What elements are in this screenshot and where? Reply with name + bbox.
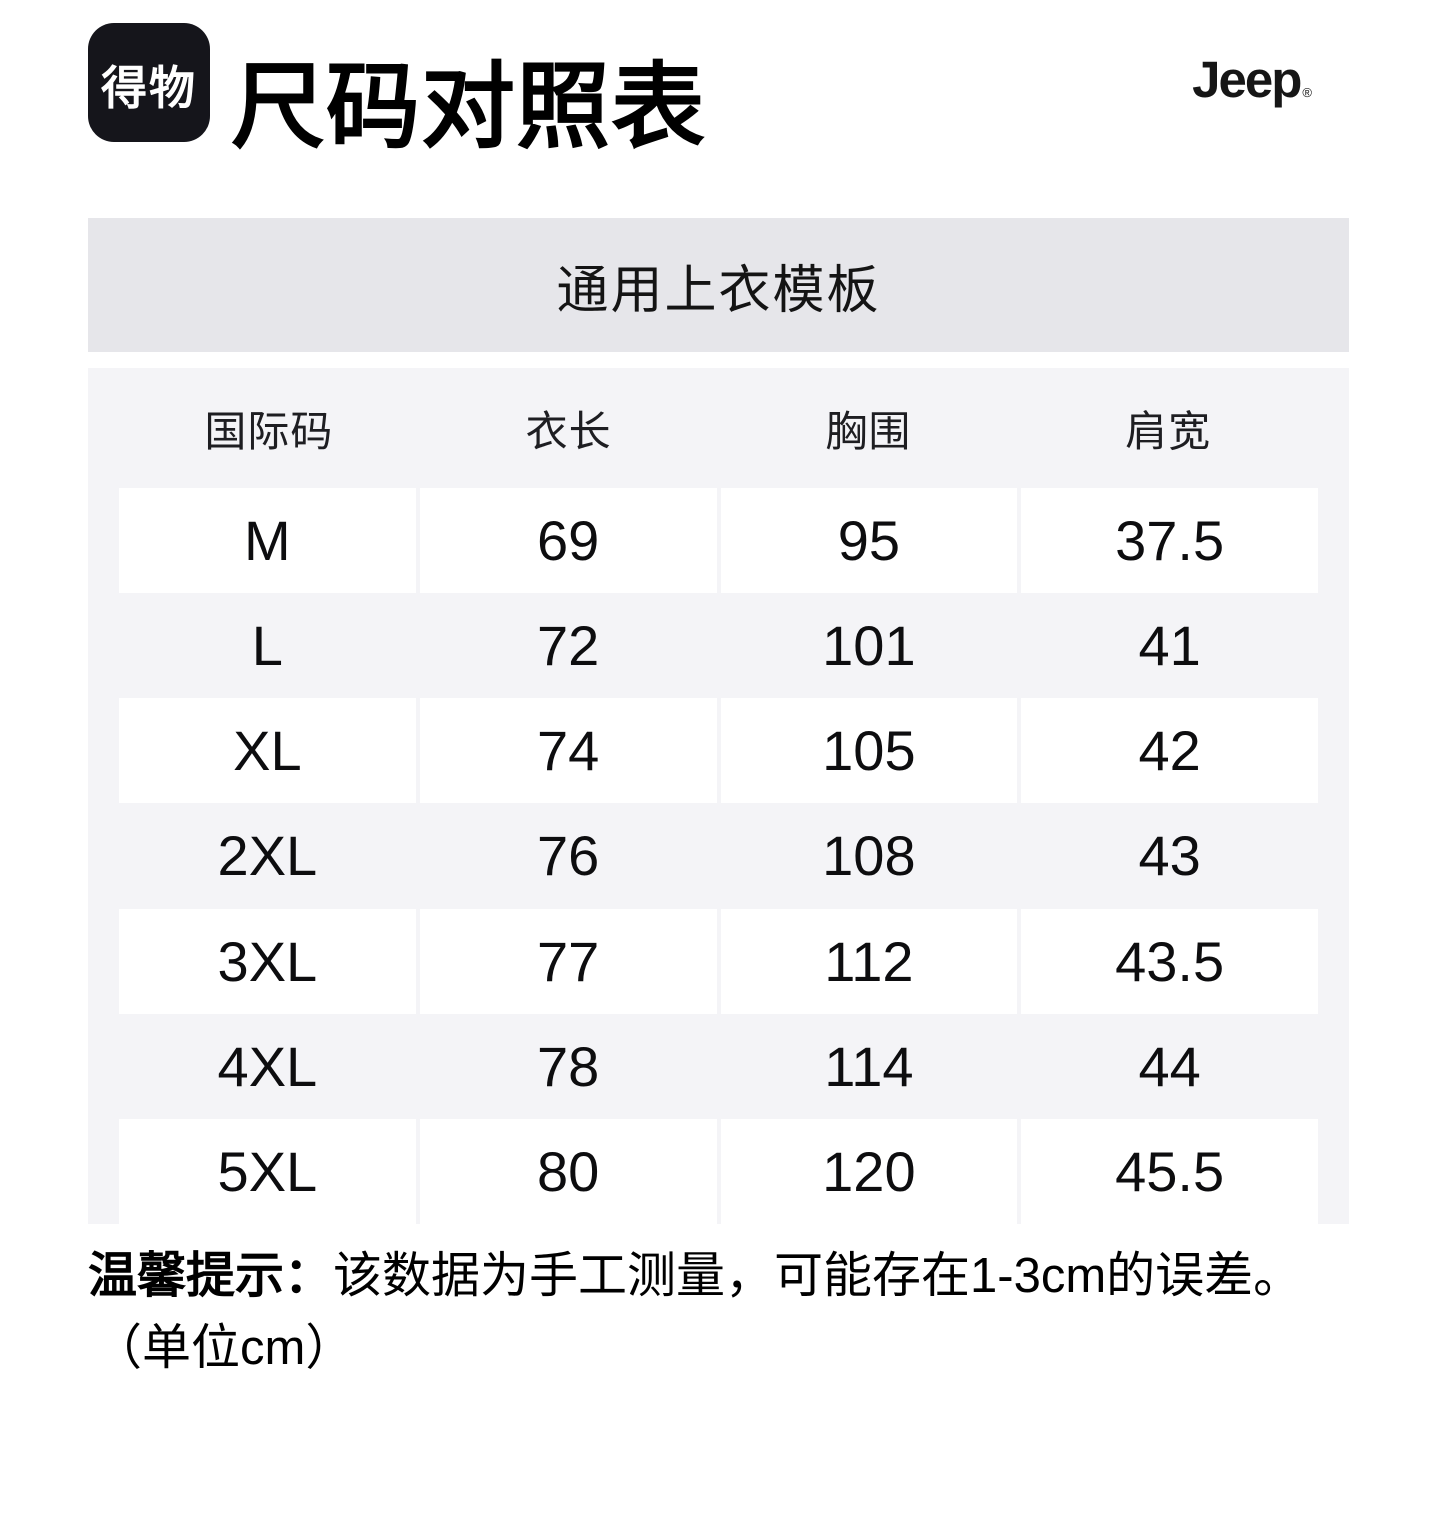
column-header-chest: 胸围 [825, 407, 912, 455]
size-cell: 3XL [119, 908, 416, 1014]
chest-cell: 105 [720, 698, 1018, 804]
shoulder-cell: 44 [1138, 1034, 1201, 1098]
table-row: 2XL 76 108 43 [119, 803, 1318, 908]
jeep-logo: Jeep ® [1192, 54, 1312, 117]
page-title: 尺码对照表 [231, 54, 707, 159]
chest-cell: 114 [824, 1034, 914, 1098]
shoulder-cell: 43 [1138, 824, 1201, 888]
dewu-logo: 得物 [88, 23, 210, 142]
size-cell: 4XL [217, 1034, 318, 1098]
table-row: M 69 95 37.5 [119, 488, 1318, 594]
shoulder-cell: 41 [1138, 614, 1201, 678]
footnote-text: 该数据为手工测量，可能存在1-3cm的误差。 [333, 1249, 1303, 1303]
size-cell: XL [119, 698, 416, 804]
shoulder-cell: 37.5 [1021, 488, 1318, 594]
chest-cell: 95 [720, 488, 1018, 594]
length-cell: 76 [536, 824, 600, 888]
column-header-length: 衣长 [525, 407, 612, 455]
length-cell: 72 [536, 614, 600, 678]
length-cell: 77 [419, 908, 717, 1014]
length-cell: 69 [419, 488, 717, 594]
chest-cell: 101 [822, 614, 916, 678]
footnote: 温馨提示：该数据为手工测量，可能存在1-3cm的误差。 [88, 1246, 1302, 1306]
length-cell: 78 [536, 1034, 600, 1098]
size-cell: M [119, 488, 416, 594]
length-cell: 80 [419, 1118, 717, 1224]
size-table: 国际码 衣长 胸围 肩宽 M 69 95 37.5 L 72 101 41 XL… [88, 368, 1349, 1224]
table-row: 4XL 78 114 44 [119, 1014, 1318, 1119]
column-header-size: 国际码 [204, 407, 334, 455]
chest-cell: 108 [822, 824, 916, 888]
template-banner: 通用上衣模板 [88, 218, 1349, 352]
size-table-header-row: 国际码 衣长 胸围 肩宽 [119, 368, 1318, 488]
shoulder-cell: 42 [1021, 698, 1318, 804]
footnote-unit: （单位cm） [93, 1321, 355, 1375]
chest-cell: 112 [720, 908, 1018, 1014]
column-header-shoulder: 肩宽 [1125, 407, 1212, 455]
chest-cell: 120 [720, 1118, 1018, 1224]
size-cell: 2XL [217, 824, 318, 888]
shoulder-cell: 45.5 [1021, 1118, 1318, 1224]
shoulder-cell: 43.5 [1021, 908, 1318, 1014]
dewu-logo-text: 得物 [101, 61, 197, 114]
length-cell: 74 [419, 698, 717, 804]
template-banner-title: 通用上衣模板 [556, 261, 881, 320]
table-row: 3XL 77 112 43.5 [119, 908, 1318, 1014]
table-row: XL 74 105 42 [119, 698, 1318, 804]
registered-trademark-icon: ® [1302, 85, 1312, 100]
size-cell: 5XL [119, 1118, 416, 1224]
size-cell: L [251, 614, 283, 678]
footnote-label: 温馨提示： [88, 1249, 334, 1303]
jeep-logo-text: Jeep [1192, 51, 1302, 108]
table-row: L 72 101 41 [119, 593, 1318, 698]
table-row: 5XL 80 120 45.5 [119, 1118, 1318, 1224]
